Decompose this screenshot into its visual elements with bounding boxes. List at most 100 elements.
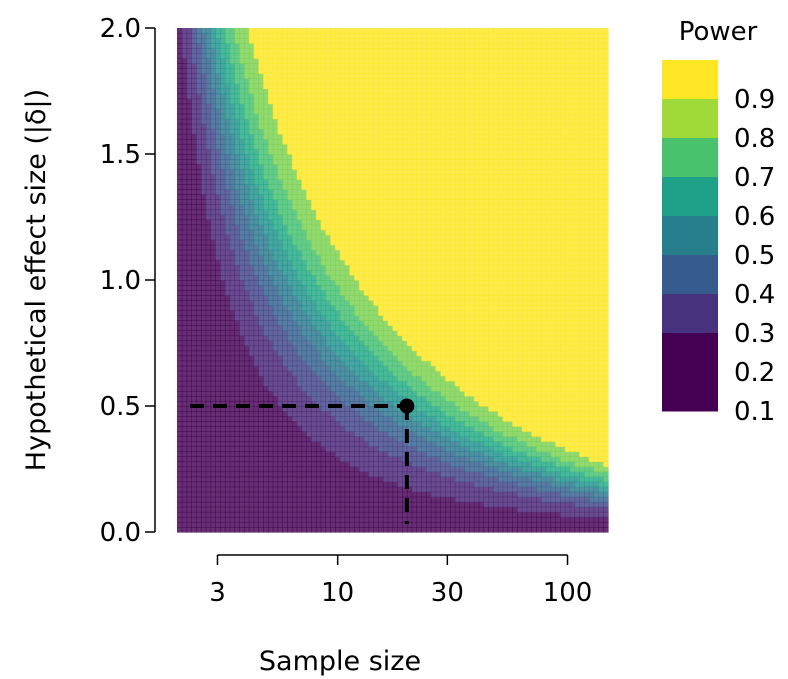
contour-cell: [191, 28, 197, 34]
contour-cell: [220, 491, 226, 498]
contour-cell: [258, 390, 264, 397]
contour-cell: [315, 370, 322, 377]
contour-cell: [406, 315, 413, 321]
contour-cell: [301, 113, 307, 120]
contour-cell: [368, 506, 374, 513]
contour-cell: [215, 300, 221, 306]
contour-cell: [402, 370, 408, 377]
contour-cell: [363, 249, 370, 256]
contour-cell: [296, 63, 303, 69]
contour-cell: [248, 406, 255, 412]
contour-cell: [253, 481, 260, 488]
contour-cell: [330, 350, 336, 357]
contour-cell: [330, 315, 336, 321]
contour-cell: [311, 526, 317, 533]
contour-cell: [263, 98, 269, 105]
contour-cell: [287, 315, 293, 321]
contour-cell: [287, 406, 293, 412]
contour-cell: [248, 108, 255, 115]
contour-cell: [306, 350, 312, 357]
contour-cell: [392, 194, 398, 200]
contour-cell: [263, 189, 269, 195]
contour-cell: [277, 254, 283, 261]
contour-cell: [210, 259, 216, 266]
contour-cell: [177, 118, 183, 125]
contour-cell: [354, 234, 360, 241]
contour-cell: [358, 113, 365, 120]
contour-cell: [397, 441, 403, 447]
contour-cell: [335, 78, 341, 85]
contour-cell: [344, 184, 350, 190]
contour-cell: [311, 400, 317, 407]
contour-cell: [191, 108, 197, 115]
contour-cell: [263, 63, 269, 69]
contour-cell: [339, 496, 346, 503]
contour-cell: [239, 491, 245, 498]
contour-cell: [344, 58, 350, 64]
contour-cell: [282, 310, 288, 316]
contour-cell: [282, 159, 288, 165]
contour-cell: [406, 179, 413, 185]
contour-cell: [263, 421, 269, 427]
contour-cell: [215, 461, 221, 468]
contour-cell: [267, 148, 274, 155]
contour-cell: [267, 285, 274, 291]
contour-cell: [196, 511, 202, 518]
contour-cell: [267, 138, 274, 145]
contour-cell: [253, 380, 260, 387]
contour-cell: [186, 411, 192, 417]
contour-cell: [354, 244, 360, 251]
contour-cell: [200, 138, 207, 145]
contour-cell: [296, 83, 303, 90]
contour-cell: [220, 400, 226, 407]
contour-cell: [402, 113, 408, 120]
contour-cell: [363, 179, 370, 185]
contour-cell: [320, 471, 327, 478]
contour-cell: [186, 345, 192, 352]
contour-cell: [411, 138, 418, 145]
contour-cell: [349, 491, 355, 498]
contour-cell: [378, 360, 384, 367]
contour-cell: [200, 93, 207, 100]
contour-cell: [344, 431, 350, 437]
contour-cell: [186, 315, 192, 321]
contour-cell: [267, 406, 274, 412]
contour-cell: [373, 325, 379, 331]
contour-cell: [229, 239, 236, 246]
contour-cell: [258, 269, 264, 276]
contour-cell: [196, 496, 202, 503]
contour-cell: [397, 451, 403, 457]
contour-cell: [229, 451, 236, 457]
contour-cell: [263, 58, 269, 64]
contour-cell: [330, 219, 336, 226]
contour-cell: [373, 320, 379, 326]
contour-cell: [220, 370, 226, 377]
contour-cell: [387, 179, 394, 185]
contour-cell: [387, 290, 394, 296]
contour-cell: [397, 143, 403, 150]
contour-cell: [349, 456, 355, 463]
contour-cell: [272, 471, 279, 478]
contour-cell: [244, 113, 250, 120]
contour-cell: [368, 436, 374, 442]
contour-cell: [215, 491, 221, 498]
contour-cell: [411, 224, 418, 231]
contour-cell: [392, 214, 398, 221]
contour-cell: [387, 128, 394, 135]
contour-cell: [306, 486, 312, 493]
contour-cell: [406, 138, 413, 145]
contour-cell: [177, 53, 183, 59]
contour-cell: [382, 174, 389, 180]
contour-cell: [253, 48, 260, 54]
contour-cell: [282, 340, 288, 347]
contour-cell: [181, 431, 188, 437]
contour-cell: [277, 456, 283, 463]
contour-cell: [349, 254, 355, 261]
contour-cell: [411, 456, 418, 463]
contour-cell: [382, 516, 389, 523]
contour-cell: [315, 269, 322, 276]
contour-cell: [358, 526, 365, 533]
contour-cell: [205, 103, 212, 110]
contour-cell: [244, 148, 250, 155]
contour-cell: [277, 330, 283, 337]
